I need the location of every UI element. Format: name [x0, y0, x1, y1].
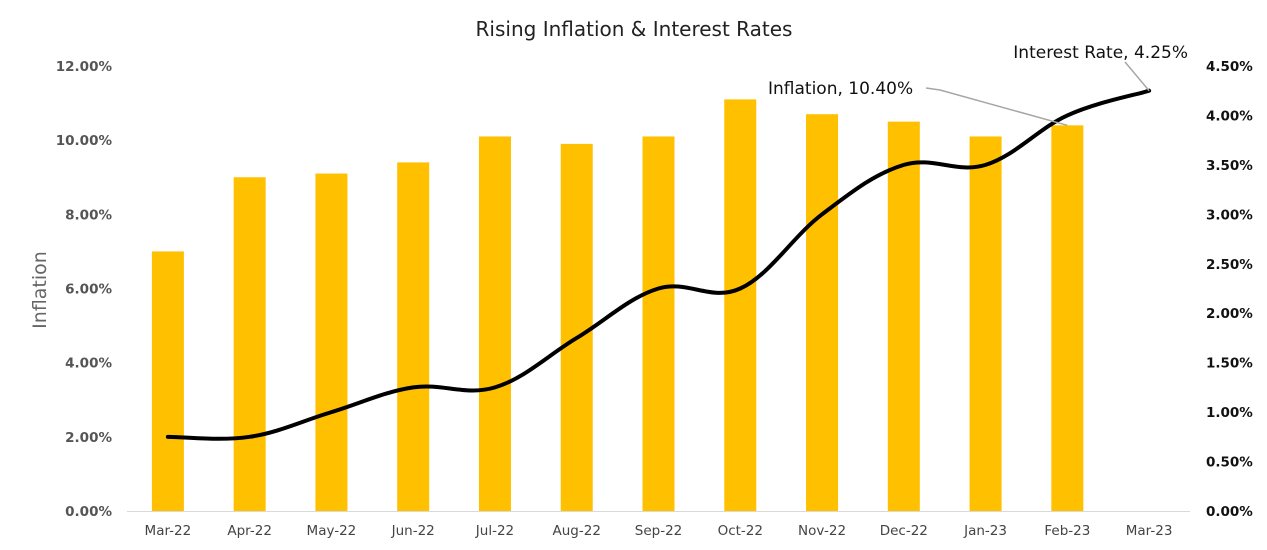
x-tick-label: Jul-22: [475, 523, 514, 539]
x-tick-label: Aug-22: [553, 523, 601, 539]
right-tick-label: 2.00%: [1206, 306, 1253, 322]
right-tick-label: 1.50%: [1206, 356, 1253, 372]
left-axis-ticks: 0.00% 2.00% 4.00% 6.00% 8.00% 10.00% 12.00%: [56, 59, 113, 520]
inflation-bar-apr-22: [233, 177, 266, 511]
left-tick-label: 10.00%: [56, 133, 113, 149]
inflation-bar-dec-22: [887, 121, 920, 511]
x-tick-label: Oct-22: [718, 523, 763, 539]
left-tick-label: 0.00%: [65, 504, 112, 520]
chart-title: Rising Inflation & Interest Rates: [476, 17, 793, 41]
right-tick-label: 1.00%: [1206, 405, 1253, 421]
right-tick-label: 3.50%: [1206, 158, 1253, 174]
inflation-bar-oct-22: [724, 99, 757, 511]
inflation-bar-jul-22: [478, 136, 511, 512]
inflation-bars: [151, 99, 1084, 512]
left-tick-label: 6.00%: [65, 282, 112, 298]
y-axis-label: Inflation: [29, 251, 51, 329]
left-tick-label: 12.00%: [56, 59, 113, 75]
x-axis-ticks: Mar-22 Apr-22 May-22 Jun-22 Jul-22 Aug-22 Sep-…: [145, 523, 1173, 539]
right-tick-label: 3.00%: [1206, 207, 1253, 223]
right-tick-label: 4.00%: [1206, 108, 1253, 124]
left-tick-label: 4.00%: [65, 356, 112, 372]
right-tick-label: 2.50%: [1206, 257, 1253, 273]
inflation-bar-may-22: [315, 173, 348, 511]
annotations: Interest Rate, 4.25% Inflation, 10.40%: [768, 43, 1188, 127]
interest-rate-leader-line: [1124, 61, 1150, 92]
inflation-bar-feb-23: [1051, 125, 1084, 511]
left-tick-label: 2.00%: [65, 430, 112, 446]
interest-rate-annotation: Interest Rate, 4.25%: [1013, 43, 1188, 63]
inflation-leader-line: [925, 87, 1068, 127]
x-tick-label: Nov-22: [798, 523, 846, 539]
inflation-annotation: Inflation, 10.40%: [768, 79, 913, 99]
x-tick-label: Mar-22: [145, 523, 192, 539]
x-tick-label: Sep-22: [635, 523, 683, 539]
right-tick-label: 4.50%: [1206, 59, 1253, 75]
inflation-bar-sep-22: [642, 136, 675, 512]
x-tick-label: Jun-22: [391, 523, 435, 539]
x-tick-label: May-22: [307, 523, 357, 539]
right-axis-ticks: 0.00% 0.50% 1.00% 1.50% 2.00% 2.50% 3.00% 3.50%…: [1206, 59, 1253, 520]
x-tick-label: Dec-22: [880, 523, 928, 539]
x-tick-label: Jan-23: [963, 523, 1007, 539]
left-tick-label: 8.00%: [65, 207, 112, 223]
inflation-bar-aug-22: [560, 143, 593, 511]
inflation-bar-nov-22: [806, 114, 839, 511]
right-tick-label: 0.00%: [1206, 504, 1253, 520]
inflation-bar-jan-23: [969, 136, 1002, 512]
interest-rate-line: [165, 88, 1152, 441]
inflation-bar-mar-22: [151, 251, 184, 511]
inflation-bar-jun-22: [397, 162, 430, 511]
x-tick-label: Feb-23: [1044, 523, 1090, 539]
x-tick-label: Mar-23: [1126, 523, 1173, 539]
x-tick-label: Apr-22: [227, 523, 272, 539]
right-tick-label: 0.50%: [1206, 455, 1253, 471]
